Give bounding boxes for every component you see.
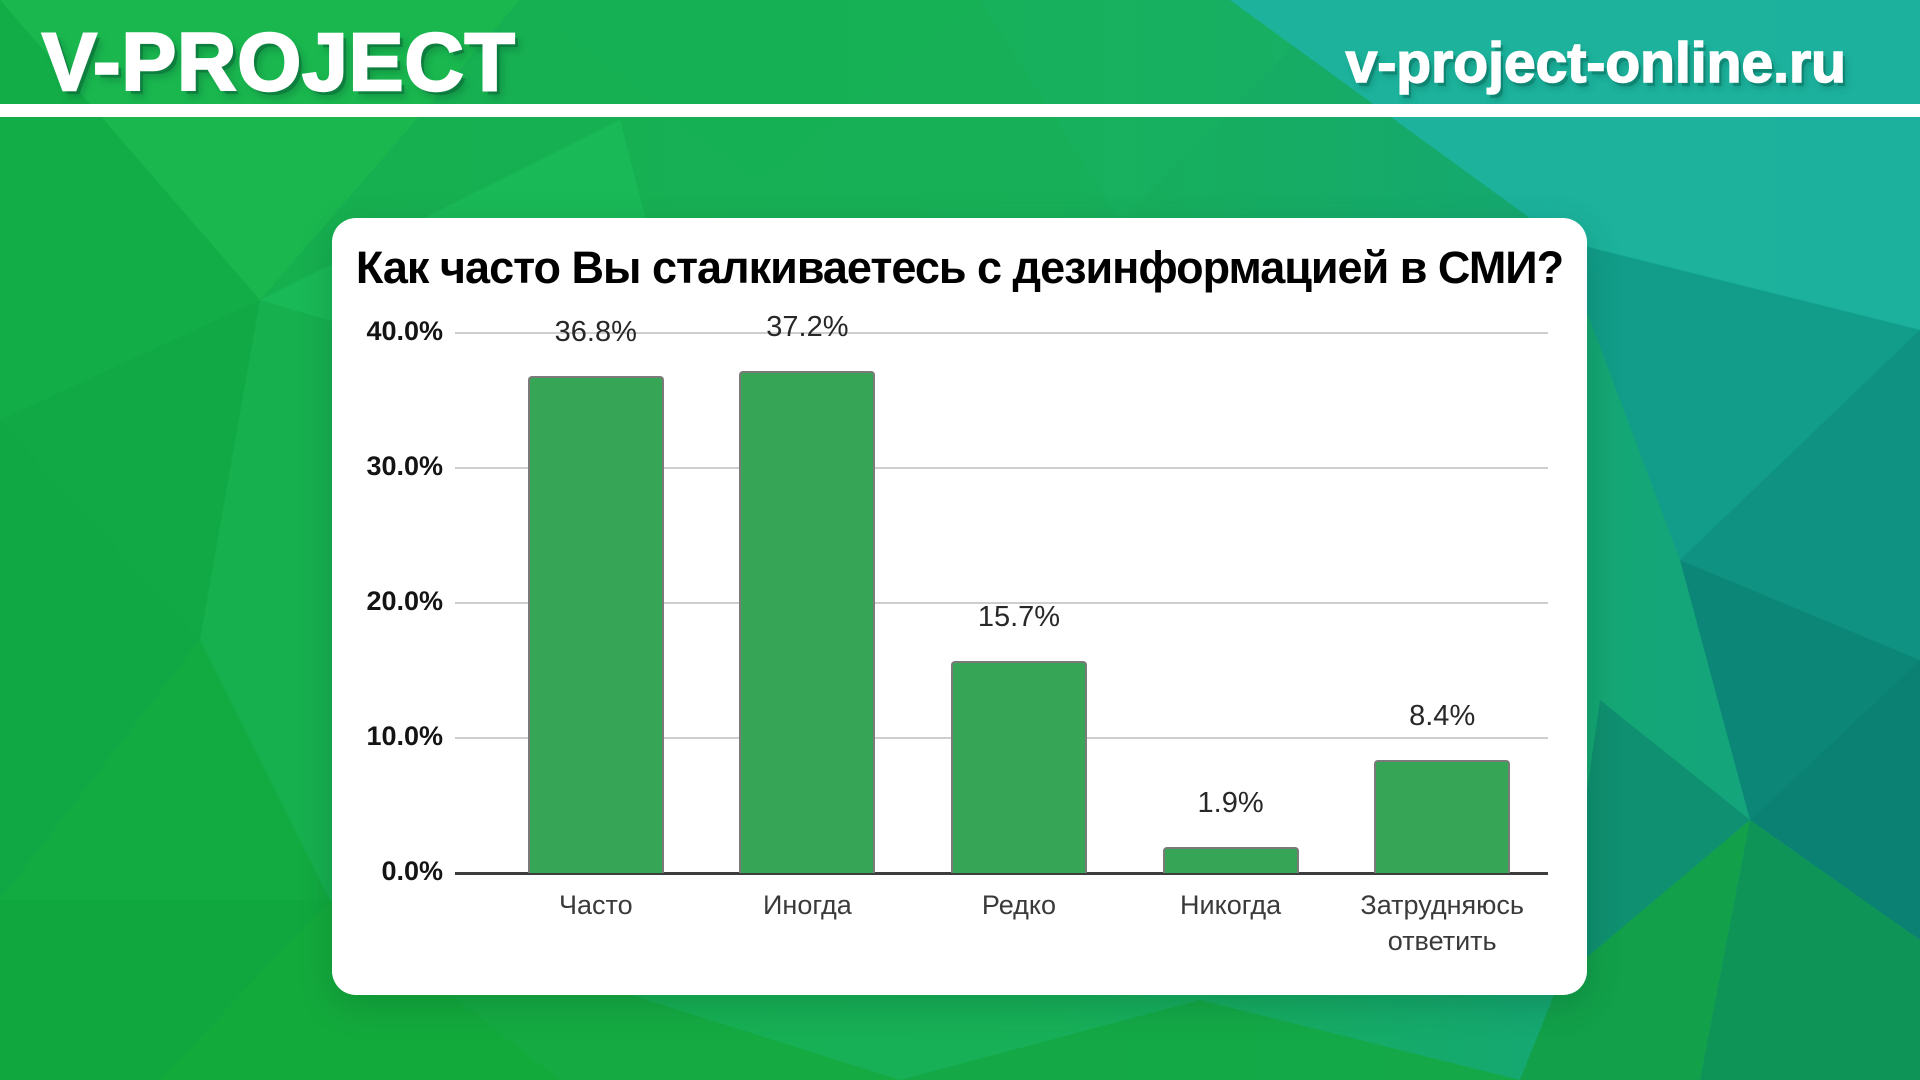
bar-value-label-2: 15.7% <box>977 601 1061 634</box>
bar-3 <box>1162 847 1299 873</box>
category-label-3: Никогда <box>1180 890 1282 920</box>
bar-value-label-4: 8.4% <box>1409 699 1476 732</box>
site-url-text: v-project-online.ru <box>1345 30 1847 96</box>
y-axis-tick-20: 20.0% <box>366 586 443 616</box>
bar-2 <box>951 661 1087 873</box>
x-axis-line <box>455 872 1548 875</box>
bar-0 <box>527 376 664 873</box>
y-axis-tick-40: 40.0% <box>366 316 443 346</box>
bar-value-label-0: 36.8% <box>554 316 637 349</box>
y-axis-tick-30: 30.0% <box>366 451 443 481</box>
bar-value-label-3: 1.9% <box>1197 787 1264 820</box>
y-axis-tick-0: 0.0% <box>381 856 443 886</box>
header-divider-stripe <box>0 104 1920 117</box>
gridline-40 <box>455 332 1548 334</box>
chart-card: Как часто Вы сталкиваетесь с дезинформац… <box>332 218 1587 995</box>
header-band: V-PROJECT v-project-online.ru <box>0 0 1920 110</box>
brand-logo: V-PROJECT <box>41 16 516 110</box>
bar-4 <box>1374 759 1511 873</box>
y-axis-tick-10: 10.0% <box>366 721 443 751</box>
gridline-20 <box>455 602 1548 604</box>
category-label-2: Редко <box>981 890 1057 920</box>
chart-title: Как часто Вы сталкиваетесь с дезинформац… <box>355 242 1564 293</box>
bar-value-label-1: 37.2% <box>766 310 849 343</box>
bar-chart-plot: 40.0% 30.0% 20.0% 10.0% 0.0% 36.8% Часто 37.2% И… <box>332 218 1587 995</box>
bar-1 <box>739 370 876 873</box>
gridline-30 <box>455 467 1548 469</box>
category-label-0: Часто <box>559 890 633 920</box>
category-label-4: Затрудняюсь ответить <box>1360 890 1524 957</box>
category-label-1: Иногда <box>763 890 852 920</box>
